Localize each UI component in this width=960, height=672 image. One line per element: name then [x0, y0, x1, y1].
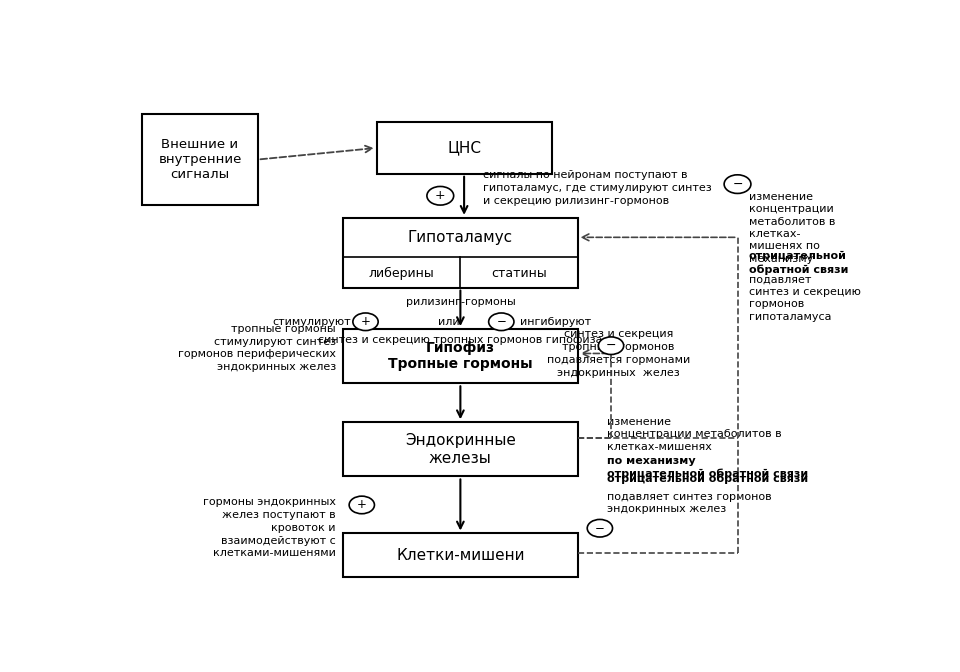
Circle shape [724, 175, 751, 194]
Text: −: − [496, 315, 506, 328]
Text: отрицательной обратной связи: отрицательной обратной связи [608, 474, 808, 485]
Text: изменение
концентрации метаболитов в
клетках-мишенях: изменение концентрации метаболитов в кле… [608, 417, 782, 452]
Text: −: − [732, 177, 743, 191]
Text: тропные гормоны
стимулируют синтез
гормонов периферических
эндокринных желез: тропные гормоны стимулируют синтез гормо… [178, 324, 336, 372]
Text: +: + [361, 315, 371, 328]
Circle shape [353, 313, 378, 331]
Text: по механизму
отрицательной обратной связи: по механизму отрицательной обратной связ… [608, 456, 808, 479]
Text: гормоны эндокринных
желез поступают в
кровоток и
взаимодействуют с
клетками-мише: гормоны эндокринных желез поступают в кр… [203, 497, 336, 558]
Text: Гипофиз
Тропные гормоны: Гипофиз Тропные гормоны [388, 341, 533, 371]
Text: либерины: либерины [369, 267, 435, 280]
FancyBboxPatch shape [344, 329, 578, 383]
Circle shape [349, 496, 374, 513]
Text: ингибируют: ингибируют [520, 317, 591, 327]
Circle shape [427, 186, 454, 205]
Text: сигналы по нейронам поступают в
гипоталамус, где стимулируют синтез
и секрецию р: сигналы по нейронам поступают в гипотала… [483, 170, 711, 206]
Text: Клетки-мишени: Клетки-мишени [396, 548, 524, 563]
Circle shape [489, 313, 514, 331]
FancyBboxPatch shape [344, 534, 578, 577]
Text: рилизинг-гормоны: рилизинг-гормоны [405, 297, 516, 307]
Text: ЦНС: ЦНС [447, 140, 481, 155]
Text: −: − [595, 521, 605, 535]
Text: статины: статины [492, 267, 547, 280]
Text: Внешние и
внутренние
сигналы: Внешние и внутренние сигналы [158, 138, 242, 181]
FancyBboxPatch shape [344, 218, 578, 288]
Text: или: или [439, 317, 460, 327]
Text: Гипоталамус: Гипоталамус [408, 230, 513, 245]
Text: синтез и секрецию тропных гормонов гипофиза: синтез и секрецию тропных гормонов гипоф… [318, 335, 603, 345]
Text: подавляет
синтез и секрецию
гормонов
гипоталамуса: подавляет синтез и секрецию гормонов гип… [749, 275, 860, 322]
Text: синтез и секреция
тропных  гормонов
подавляется гормонами
эндокринных  желез: синтез и секреция тропных гормонов подав… [547, 329, 690, 378]
Circle shape [588, 519, 612, 537]
Text: +: + [435, 190, 445, 202]
Text: отрицательной
обратной связи: отрицательной обратной связи [749, 251, 848, 275]
FancyBboxPatch shape [376, 122, 551, 174]
Text: стимулируют: стимулируют [272, 317, 350, 327]
Text: подавляет синтез гормонов
эндокринных желез: подавляет синтез гормонов эндокринных же… [608, 492, 772, 514]
Text: Эндокринные
железы: Эндокринные железы [405, 433, 516, 466]
Text: −: − [606, 339, 616, 352]
FancyBboxPatch shape [344, 422, 578, 476]
FancyBboxPatch shape [142, 114, 257, 205]
Text: +: + [357, 499, 367, 511]
Text: изменение
концентрации
метаболитов в
клетках-
мишенях по
механизму: изменение концентрации метаболитов в кле… [749, 192, 835, 264]
Circle shape [598, 337, 624, 355]
